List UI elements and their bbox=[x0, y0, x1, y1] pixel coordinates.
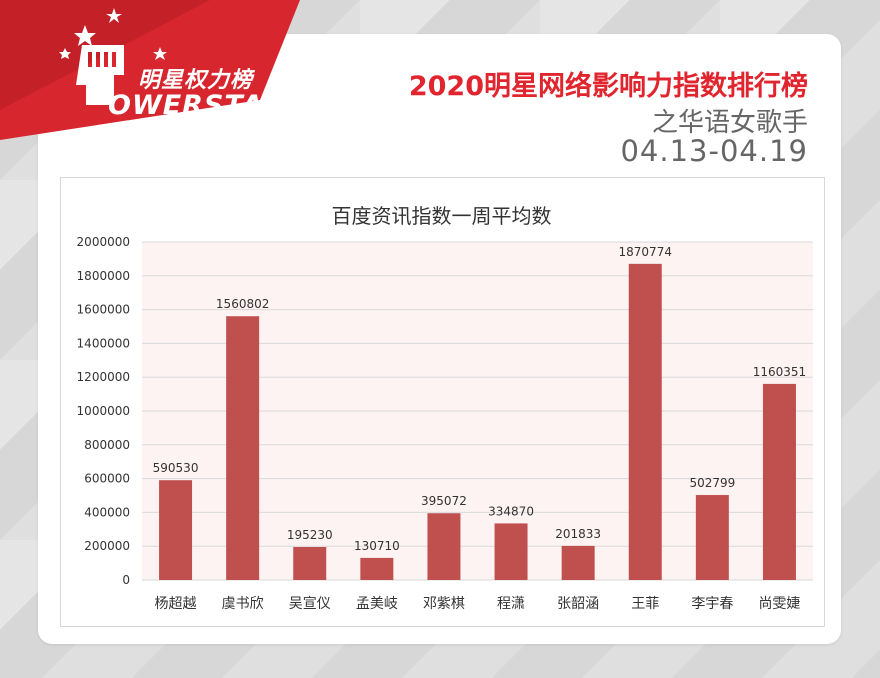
bar bbox=[159, 480, 193, 580]
x-tick-label: 张韶涵 bbox=[557, 596, 599, 612]
star-icon bbox=[59, 48, 71, 59]
y-tick-label: 1600000 bbox=[77, 303, 130, 317]
x-tick-label: 杨超越 bbox=[155, 596, 197, 612]
bar bbox=[628, 263, 662, 580]
y-tick-label: 1800000 bbox=[77, 269, 130, 283]
data-label: 1160351 bbox=[753, 365, 806, 379]
x-tick-label: 孟美岐 bbox=[356, 596, 398, 612]
x-tick-label: 虞书欣 bbox=[222, 596, 264, 612]
bar bbox=[226, 316, 260, 580]
bar bbox=[561, 545, 595, 580]
y-tick-label: 2000000 bbox=[77, 235, 130, 249]
star-icon bbox=[74, 25, 96, 46]
data-label: 195230 bbox=[287, 528, 333, 542]
bar bbox=[427, 513, 461, 580]
data-label: 1560802 bbox=[216, 297, 269, 311]
star-icon bbox=[153, 47, 167, 60]
bar bbox=[360, 557, 394, 580]
y-tick-label: 200000 bbox=[84, 539, 130, 553]
brand-name-cn: 明星权力榜 bbox=[138, 68, 254, 93]
x-tick-label: 尚雯婕 bbox=[758, 596, 800, 612]
fist-logo-icon bbox=[76, 45, 124, 105]
y-tick-label: 800000 bbox=[84, 438, 130, 452]
y-tick-label: 1000000 bbox=[77, 404, 130, 418]
bar-chart: 0 200000 400000 600000 800000 1000000 1200000 1… bbox=[77, 235, 813, 612]
x-tick-label: 吴宣仪 bbox=[289, 596, 331, 612]
data-label: 590530 bbox=[153, 461, 199, 475]
logo-banner bbox=[0, 0, 300, 140]
bar bbox=[762, 383, 796, 580]
data-label: 502799 bbox=[689, 476, 735, 490]
x-tick-label: 程潇 bbox=[497, 596, 525, 612]
data-label: 201833 bbox=[555, 527, 601, 541]
star-icon bbox=[106, 8, 122, 23]
page-title: 2020明星网络影响力指数排行榜 bbox=[408, 71, 808, 102]
y-tick-label: 1400000 bbox=[77, 336, 130, 350]
page-subtitle: 之华语女歌手 bbox=[651, 108, 808, 138]
data-label: 130710 bbox=[354, 539, 400, 553]
data-label: 395072 bbox=[421, 494, 467, 508]
bar bbox=[695, 495, 729, 580]
data-label: 1870774 bbox=[619, 245, 672, 259]
brand-name-en: OWERSTAR bbox=[108, 90, 286, 121]
y-tick-label: 600000 bbox=[84, 472, 130, 486]
date-range: 04.13-04.19 bbox=[620, 134, 808, 168]
y-tick-label: 400000 bbox=[84, 505, 130, 519]
x-tick-label: 王菲 bbox=[631, 596, 659, 612]
x-tick-label: 邓紫棋 bbox=[423, 596, 465, 612]
x-tick-label: 李宇春 bbox=[691, 596, 733, 612]
y-tick-label: 0 bbox=[122, 573, 130, 587]
data-label: 334870 bbox=[488, 504, 534, 518]
chart-title: 百度资讯指数一周平均数 bbox=[331, 204, 552, 228]
bar bbox=[494, 523, 528, 580]
bar bbox=[293, 547, 327, 580]
y-tick-label: 1200000 bbox=[77, 370, 130, 384]
